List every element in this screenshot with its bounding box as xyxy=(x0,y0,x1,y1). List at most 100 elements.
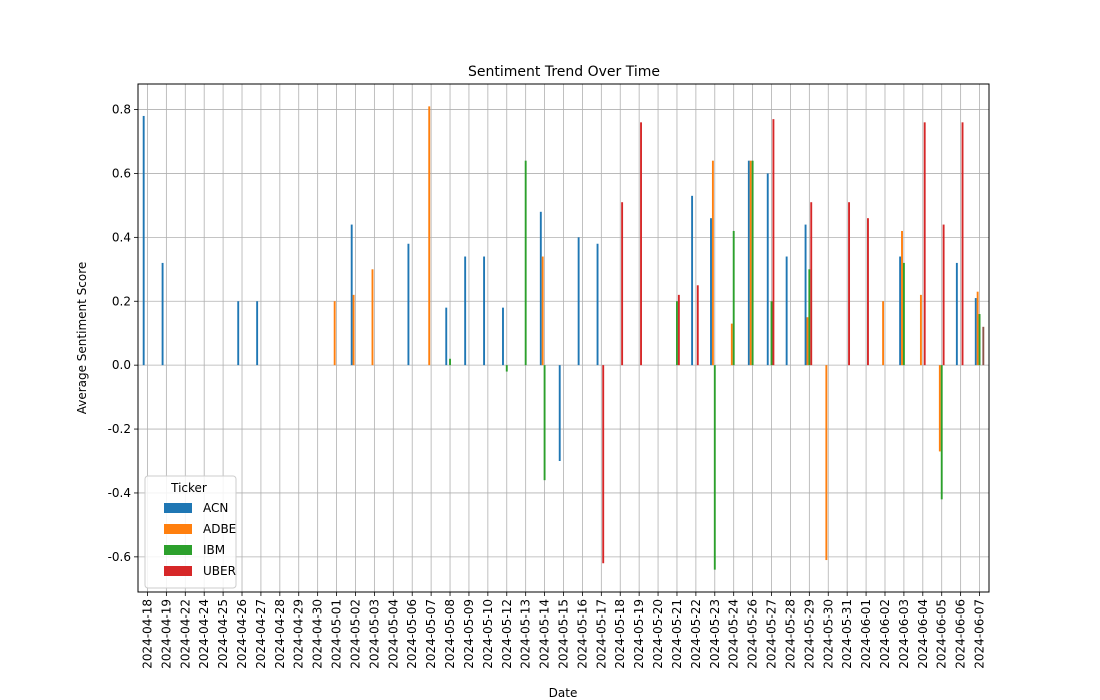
bar xyxy=(502,307,504,366)
bar xyxy=(961,122,964,366)
bar xyxy=(691,195,694,366)
x-tick-label: 2024-04-29 xyxy=(292,599,306,669)
legend-label: UBER xyxy=(203,564,236,578)
legend-label: ADBE xyxy=(203,522,236,536)
y-tick-label: 0.8 xyxy=(112,103,131,117)
x-tick-label: 2024-05-08 xyxy=(443,599,457,669)
x-tick-label: 2024-06-01 xyxy=(859,599,873,669)
bar xyxy=(749,160,752,366)
bar xyxy=(806,317,809,366)
y-axis-title: Average Sentiment Score xyxy=(75,262,89,415)
x-tick-label: 2024-06-05 xyxy=(935,599,949,669)
bar xyxy=(919,294,922,366)
x-tick-label: 2024-05-01 xyxy=(330,599,344,669)
bar xyxy=(428,106,431,366)
x-tick-label: 2024-05-07 xyxy=(424,599,438,669)
x-tick-label: 2024-04-18 xyxy=(140,599,154,669)
bar xyxy=(766,173,769,366)
bar xyxy=(539,211,542,366)
y-tick-label: 0.0 xyxy=(112,358,131,372)
legend-label: ACN xyxy=(203,501,228,515)
x-tick-label: 2024-04-27 xyxy=(254,599,268,669)
bar xyxy=(558,365,561,462)
grid-lines xyxy=(138,84,989,592)
bar xyxy=(785,256,788,366)
x-tick-label: 2024-05-26 xyxy=(746,599,760,669)
bar xyxy=(770,301,773,366)
legend-label: IBM xyxy=(203,543,225,557)
bar xyxy=(524,160,527,366)
bar xyxy=(923,122,926,366)
y-tick-label: 0.6 xyxy=(112,166,131,180)
bar xyxy=(713,365,716,570)
bar xyxy=(848,202,851,366)
bar xyxy=(938,365,941,452)
x-tick-label: 2024-05-06 xyxy=(405,599,419,669)
bar xyxy=(445,307,448,366)
legend-swatch xyxy=(164,524,192,534)
bar xyxy=(142,115,145,366)
x-tick-label: 2024-05-28 xyxy=(783,599,797,669)
bar xyxy=(711,160,714,366)
bar xyxy=(747,160,750,366)
x-tick-label: 2024-05-27 xyxy=(765,599,779,669)
bar xyxy=(710,218,712,366)
bar xyxy=(505,365,508,372)
x-tick-label: 2024-05-16 xyxy=(575,599,589,669)
bar xyxy=(602,365,605,564)
x-tick-label: 2024-05-20 xyxy=(651,599,665,669)
x-tick-label: 2024-04-24 xyxy=(197,599,211,669)
bar xyxy=(804,224,807,366)
x-tick-label: 2024-06-02 xyxy=(878,599,892,669)
x-tick-label: 2024-04-19 xyxy=(159,599,173,669)
x-tick-label: 2024-05-30 xyxy=(821,599,835,669)
bar xyxy=(333,301,336,366)
bar xyxy=(350,224,353,366)
bar xyxy=(882,301,885,366)
bar xyxy=(730,323,733,366)
bar xyxy=(810,202,813,366)
bar xyxy=(449,358,451,366)
x-tick-label: 2024-05-15 xyxy=(557,599,571,669)
x-tick-label: 2024-04-25 xyxy=(216,599,230,669)
bar xyxy=(464,256,467,366)
bar xyxy=(621,202,624,366)
bar xyxy=(256,301,259,366)
legend: Ticker ACN ADBE IBM UBER xyxy=(144,475,237,589)
bar xyxy=(825,365,828,561)
x-tick-label: 2024-06-03 xyxy=(897,599,911,669)
bar xyxy=(772,119,775,366)
bar xyxy=(483,256,486,366)
x-axis-title: Date xyxy=(549,686,578,700)
x-tick-label: 2024-04-30 xyxy=(311,599,325,669)
bar xyxy=(577,237,580,366)
x-tick-label: 2024-05-04 xyxy=(386,599,400,669)
bar xyxy=(676,301,678,366)
x-tick-label: 2024-05-19 xyxy=(632,599,646,669)
bar xyxy=(867,218,869,366)
x-tick-label: 2024-05-17 xyxy=(594,599,608,669)
x-tick-label: 2024-05-24 xyxy=(727,599,741,669)
y-ticks: -0.6 -0.4 -0.2 0.0 0.2 0.4 0.6 0.8 xyxy=(108,103,138,564)
bar xyxy=(732,230,735,366)
x-tick-label: 2024-05-21 xyxy=(670,599,684,669)
legend-swatch xyxy=(164,545,192,555)
bar xyxy=(696,285,699,366)
bar xyxy=(982,326,985,366)
x-tick-label: 2024-05-29 xyxy=(802,599,816,669)
y-tick-label: -0.4 xyxy=(108,486,131,500)
x-tick-label: 2024-05-13 xyxy=(519,599,533,669)
x-tick-label: 2024-05-12 xyxy=(500,599,514,669)
x-tick-label: 2024-05-18 xyxy=(613,599,627,669)
bar xyxy=(955,262,958,366)
bar xyxy=(974,298,977,366)
x-tick-label: 2024-05-31 xyxy=(840,599,854,669)
bar xyxy=(596,243,599,366)
bar xyxy=(371,269,374,366)
x-tick-label: 2024-05-02 xyxy=(348,599,362,669)
x-tick-label: 2024-05-23 xyxy=(708,599,722,669)
x-tick-label: 2024-05-09 xyxy=(462,599,476,669)
x-tick-label: 2024-05-03 xyxy=(367,599,381,669)
bar xyxy=(808,269,811,366)
